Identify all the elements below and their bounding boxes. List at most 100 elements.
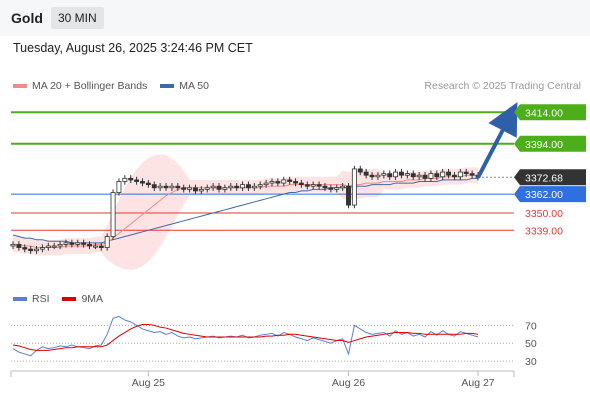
candle	[434, 170, 440, 180]
candle	[128, 175, 134, 184]
candle	[92, 242, 98, 250]
candle	[446, 168, 452, 179]
target-arrow	[476, 102, 518, 179]
candle	[39, 244, 45, 253]
current-price-label: 3372.68	[514, 169, 586, 186]
candle	[210, 183, 216, 191]
candle	[351, 165, 357, 209]
candle	[175, 183, 181, 191]
legend-swatch-ma20	[13, 84, 27, 89]
candle	[98, 242, 104, 251]
candle	[316, 181, 322, 190]
level-label-pivot: 3362.00	[514, 186, 586, 203]
svg-text:3394.00: 3394.00	[525, 139, 563, 151]
candle	[340, 183, 346, 191]
series-line-9ma	[12, 323, 479, 351]
candle	[304, 181, 310, 190]
candle	[10, 241, 16, 250]
candle	[269, 178, 275, 187]
candle	[399, 168, 404, 179]
candle	[369, 172, 375, 180]
candle	[281, 176, 287, 187]
candle	[181, 184, 187, 193]
candle	[357, 165, 363, 176]
x-tick-label: Aug 27	[461, 377, 494, 389]
credit-text: Research © 2025 Trading Central	[424, 80, 581, 92]
candle	[16, 241, 22, 251]
candle	[110, 189, 116, 240]
candle	[116, 178, 122, 196]
candle	[187, 184, 193, 193]
candle	[393, 168, 399, 180]
svg-text:3372.68: 3372.68	[525, 172, 563, 184]
candle	[75, 239, 81, 248]
legend-item-ma50: MA 50	[160, 80, 209, 92]
candle	[240, 181, 246, 191]
legend-swatch-9ma	[62, 297, 77, 302]
legend-item-rsi: RSI	[13, 293, 50, 305]
candle	[440, 168, 446, 180]
candle	[298, 179, 304, 188]
candle	[81, 239, 87, 248]
rsi-tick-label: 70	[525, 320, 537, 332]
candle	[245, 181, 251, 191]
candle	[416, 172, 422, 180]
candle	[169, 183, 175, 191]
candle	[134, 176, 140, 185]
svg-text:3362.00: 3362.00	[525, 189, 563, 201]
candle	[163, 183, 169, 191]
candle	[63, 239, 69, 248]
svg-text:3414.00: 3414.00	[525, 107, 563, 119]
candle	[51, 242, 57, 250]
candle	[151, 181, 157, 191]
candle	[375, 172, 381, 180]
candle	[145, 179, 151, 188]
header-bar: Gold 30 MIN	[0, 0, 590, 36]
indicator-legend: RSI 9MA	[13, 293, 103, 305]
candle	[387, 170, 393, 180]
candle	[34, 245, 40, 254]
candle	[69, 239, 75, 248]
candle	[310, 181, 316, 190]
candle	[334, 184, 340, 193]
level-label-resistance: 3414.00	[514, 104, 586, 121]
candle	[193, 184, 198, 195]
x-tick-label: Aug 26	[332, 377, 365, 389]
candle	[157, 183, 163, 191]
candle	[469, 170, 475, 179]
candle	[140, 178, 145, 187]
series-line-rsi	[12, 315, 479, 357]
candle	[104, 233, 110, 251]
candle	[228, 183, 234, 191]
candle	[234, 183, 240, 191]
candle	[451, 172, 457, 180]
instrument-title: Gold	[11, 10, 43, 26]
candle	[198, 186, 204, 195]
chart-datetime: Tuesday, August 26, 2025 3:24:46 PM CET	[13, 41, 253, 55]
candle	[87, 241, 92, 250]
candle	[293, 178, 298, 187]
bollinger-band	[13, 154, 478, 270]
candle	[28, 245, 34, 254]
candle	[428, 170, 434, 182]
candle	[251, 183, 257, 191]
ma50-line	[12, 177, 478, 244]
main-legend: MA 20 + Bollinger Bands MA 50	[13, 80, 209, 92]
candle	[328, 184, 334, 193]
legend-swatch-ma50	[160, 84, 175, 89]
candle	[22, 244, 28, 253]
candle	[422, 172, 428, 182]
candle	[263, 179, 269, 188]
candle	[410, 170, 416, 180]
candle	[381, 170, 387, 179]
timeframe-badge[interactable]: 30 MIN	[51, 7, 104, 29]
candle	[457, 168, 463, 180]
candle	[204, 184, 210, 193]
rsi-tick-label: 30	[525, 356, 537, 368]
candle	[404, 170, 410, 179]
candle	[222, 184, 228, 193]
level-label-support: 3339.00	[525, 225, 563, 237]
level-label-support: 3350.00	[525, 208, 563, 220]
legend-item-ma20: MA 20 + Bollinger Bands	[13, 80, 147, 92]
